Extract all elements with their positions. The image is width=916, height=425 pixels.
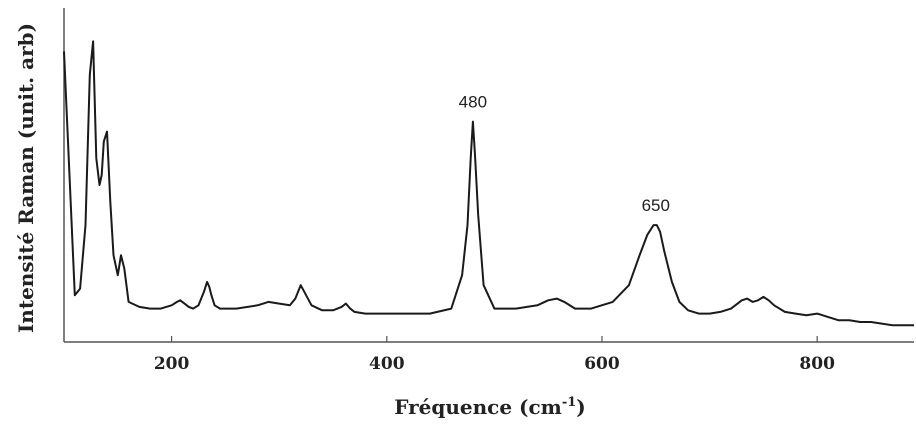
x-axis-title: Fréquence (cm-1) (394, 395, 586, 419)
spectrum-line (63, 40, 914, 327)
x-tick-label: 800 (799, 354, 835, 374)
y-axis-title: Intensité Raman (unit. arb) (14, 23, 38, 333)
plot-area: 200 400 600 800 480 650 (63, 8, 914, 374)
peak-label-480: 480 (459, 93, 487, 112)
x-axis-ticks: 200 400 600 800 (154, 336, 835, 374)
x-axis-title-superscript: -1 (562, 395, 576, 410)
x-axis-title-close: ) (576, 395, 585, 419)
x-tick-label: 600 (584, 354, 620, 374)
x-tick-label: 400 (369, 354, 405, 374)
x-tick-label: 200 (154, 354, 190, 374)
peak-annotations: 480 650 (459, 93, 670, 216)
peak-label-650: 650 (642, 196, 670, 215)
x-axis-title-text: Fréquence (cm (394, 395, 562, 419)
